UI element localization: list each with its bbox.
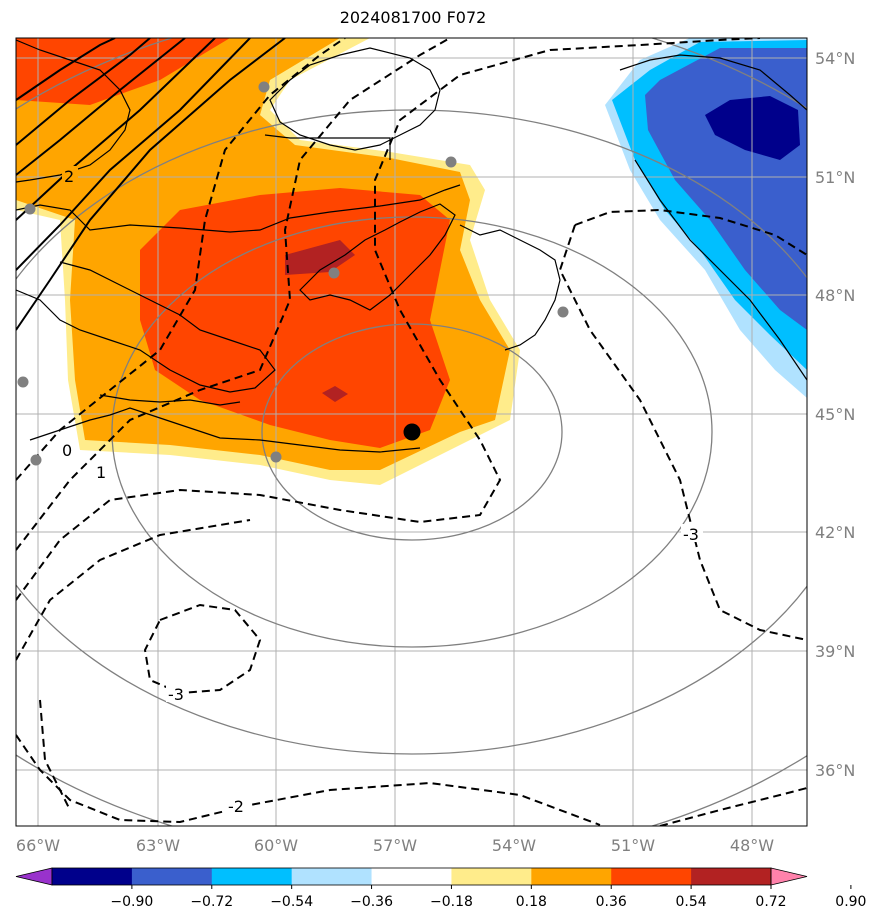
colorbar-extend-low <box>15 867 53 886</box>
lon-label: 63°W <box>136 836 180 855</box>
solid-contours <box>16 38 286 331</box>
contour-labels: 2 0 1 -3 -3 -2 <box>60 166 703 816</box>
graticule <box>16 38 807 826</box>
lon-label: 54°W <box>492 836 536 855</box>
longitude-labels: 66°W 63°W 60°W 57°W 54°W 51°W 48°W <box>16 836 774 855</box>
contour-label-neg3-right: -3 <box>683 525 699 544</box>
colorbar-segment <box>291 868 373 885</box>
colorbar <box>15 867 808 886</box>
station-dot <box>30 454 42 466</box>
colorbar-segment <box>211 868 293 885</box>
dashed-contours <box>16 38 807 826</box>
lon-label: 57°W <box>373 836 417 855</box>
station-dot <box>328 267 340 279</box>
colorbar-segment <box>531 868 612 885</box>
contour-label-neg2: -2 <box>228 797 244 816</box>
colorbar-segment <box>371 868 452 885</box>
colorbar-segment <box>131 868 213 885</box>
colorbar-tick-label: 0.54 <box>676 894 707 910</box>
station-dot <box>445 156 457 168</box>
latitude-labels: 54°N 51°N 48°N 45°N 42°N 39°N 36°N <box>815 49 855 780</box>
colorbar-segment <box>611 868 692 885</box>
negative-anomaly-shading <box>605 38 807 398</box>
map-frame <box>15 37 808 827</box>
station-dot <box>258 81 270 93</box>
station-markers <box>17 81 569 466</box>
storm-center-marker <box>403 423 421 441</box>
lat-label: 48°N <box>815 286 855 305</box>
lat-label: 51°N <box>815 168 855 187</box>
lon-label: 51°W <box>611 836 655 855</box>
colorbar-tick-label: −0.18 <box>430 894 473 910</box>
colorbar-segment <box>691 868 772 885</box>
lat-label: 45°N <box>815 405 855 424</box>
colorbar-tick-label: 0.18 <box>516 894 547 910</box>
lon-label: 60°W <box>254 836 298 855</box>
colorbar-tick-label: 0.36 <box>596 894 627 910</box>
contour-label-neg3-left: -3 <box>168 685 184 704</box>
lat-label: 36°N <box>815 761 855 780</box>
lat-label: 54°N <box>815 49 855 68</box>
colorbar-segment <box>451 868 532 885</box>
coastlines <box>16 39 807 453</box>
colorbar-segment <box>52 868 133 885</box>
contour-label-2: 2 <box>64 167 74 186</box>
positive-anomaly-shading <box>16 38 520 485</box>
lon-label: 66°W <box>16 836 60 855</box>
colorbar-tick-label: −0.90 <box>110 894 153 910</box>
contour-label-1: 1 <box>96 463 106 482</box>
colorbar-ticks: −0.90 −0.72 −0.54 −0.36 −0.18 0.18 0.36 0.54 0.7… <box>110 885 866 910</box>
lon-label: 48°W <box>730 836 774 855</box>
colorbar-tick-label: −0.36 <box>350 894 393 910</box>
lat-label: 42°N <box>815 523 855 542</box>
station-dot <box>24 203 36 215</box>
station-dot <box>17 376 29 388</box>
lat-label: 39°N <box>815 642 855 661</box>
station-dot <box>557 306 569 318</box>
map-title: 2024081700 F072 <box>339 8 487 27</box>
contour-label-0: 0 <box>62 441 72 460</box>
colorbar-tick-label: 0.72 <box>755 894 786 910</box>
colorbar-tick-label: 0.90 <box>835 894 866 910</box>
map-area: 2 0 1 -3 -3 -2 <box>16 38 807 826</box>
colorbar-tick-label: −0.72 <box>190 894 233 910</box>
colorbar-tick-label: −0.54 <box>270 894 313 910</box>
station-dot <box>270 451 282 463</box>
colorbar-extend-high <box>770 867 808 886</box>
